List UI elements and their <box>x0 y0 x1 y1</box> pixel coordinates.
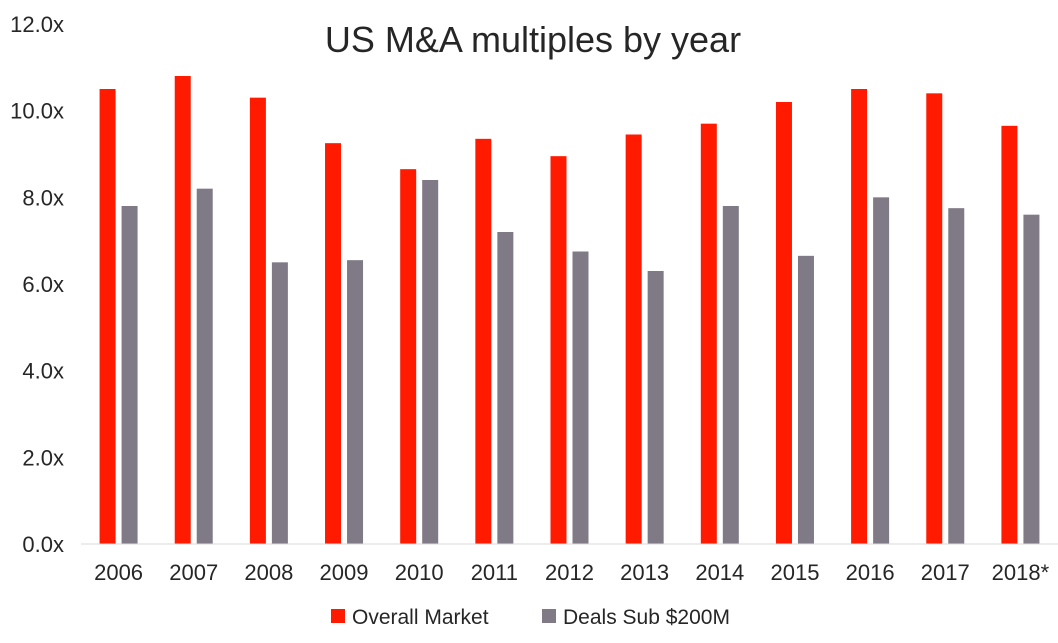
chart-title: US M&A multiples by year <box>325 19 741 60</box>
legend: Overall Market Deals Sub $200M <box>331 606 730 629</box>
bar-overall-market-2008 <box>249 97 266 545</box>
x-tick-label: 2016 <box>846 560 895 585</box>
y-tick-label: 10.0x <box>10 99 64 124</box>
y-tick-label: 0.0x <box>22 532 64 557</box>
bar-overall-market-2012 <box>550 156 567 544</box>
bar-overall-market-2013 <box>625 134 642 544</box>
bar-overall-market-2015 <box>775 102 792 544</box>
bar-overall-market-2007 <box>174 76 191 544</box>
bar-deals-sub-200m-2012 <box>572 251 589 544</box>
x-axis: 2006 2007 2008 2009 2010 2011 2012 2013 2014 2015… <box>94 560 1050 585</box>
bar-overall-market-2010 <box>400 169 417 544</box>
x-tick-label: 2006 <box>94 560 143 585</box>
legend-swatch-overall-market <box>331 609 345 623</box>
x-tick-label: 2011 <box>471 560 518 585</box>
legend-swatch-deals-sub-200m <box>542 609 556 623</box>
bar-deals-sub-200m-2006 <box>121 206 138 544</box>
bar-overall-market-2018 <box>1001 125 1018 544</box>
bar-deals-sub-200m-2011 <box>497 232 514 544</box>
bar-deals-sub-200m-2009 <box>347 260 364 544</box>
legend-label-overall-market: Overall Market <box>352 606 489 629</box>
x-tick-label: 2013 <box>620 560 669 585</box>
bar-deals-sub-200m-2007 <box>196 188 213 544</box>
bar-deals-sub-200m-2016 <box>873 197 890 545</box>
bar-deals-sub-200m-2008 <box>271 262 288 544</box>
x-tick-label: 2012 <box>545 560 594 585</box>
y-tick-label: 2.0x <box>22 445 64 470</box>
x-tick-label: 2014 <box>695 560 744 585</box>
bar-overall-market-2014 <box>700 123 717 545</box>
bar-deals-sub-200m-2014 <box>722 206 739 544</box>
bar-deals-sub-200m-2010 <box>422 180 439 544</box>
bar-overall-market-2011 <box>475 138 492 545</box>
bar-deals-sub-200m-2013 <box>647 271 664 544</box>
legend-label-deals-sub-200m: Deals Sub $200M <box>563 606 730 629</box>
x-tick-label: 2015 <box>770 560 819 585</box>
bar-deals-sub-200m-2018 <box>1023 214 1040 544</box>
bar-deals-sub-200m-2017 <box>948 208 965 544</box>
bar-overall-market-2009 <box>325 143 342 544</box>
y-tick-label: 8.0x <box>22 185 64 210</box>
y-tick-label: 4.0x <box>22 359 64 384</box>
bar-overall-market-2016 <box>851 89 868 544</box>
y-tick-label: 6.0x <box>22 272 64 297</box>
bar-deals-sub-200m-2015 <box>797 255 814 545</box>
x-tick-label: 2008 <box>244 560 293 585</box>
x-tick-label: 2010 <box>395 560 444 585</box>
x-tick-label: 2009 <box>320 560 369 585</box>
x-tick-label: 2017 <box>921 560 970 585</box>
x-tick-label: 2018* <box>992 560 1050 585</box>
y-axis: 0.0x 2.0x 4.0x 6.0x 8.0x 10.0x 12.0x <box>10 12 64 557</box>
bars-group <box>99 76 1040 545</box>
x-tick-label: 2007 <box>169 560 218 585</box>
y-tick-label: 12.0x <box>10 12 64 37</box>
bar-overall-market-2017 <box>926 93 943 544</box>
bar-overall-market-2006 <box>99 89 116 544</box>
